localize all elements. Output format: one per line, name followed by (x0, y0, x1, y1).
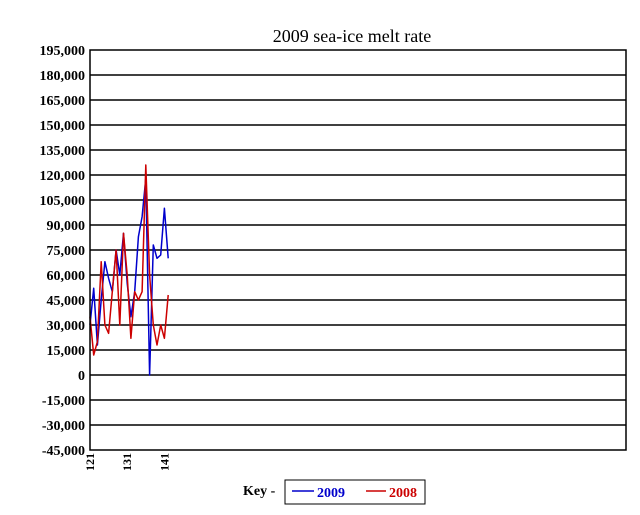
y-tick-label: 30,000 (47, 319, 86, 334)
y-tick-label: 0 (78, 369, 85, 384)
y-axis-tick-labels: 195,000 180,000 165,000 150,000 135,000 120,0… (40, 44, 86, 459)
y-tick-label: 15,000 (47, 344, 86, 359)
y-tick-label: 105,000 (40, 194, 86, 209)
series-line-2008 (89, 164, 169, 356)
x-tick-label: 121 (83, 453, 97, 471)
legend: Key - 2009 2008 (243, 479, 426, 505)
chart-title: 2009 sea-ice melt rate (273, 26, 431, 46)
x-tick-label: 131 (120, 453, 134, 471)
legend-label-2009: 2009 (317, 486, 345, 501)
x-tick-label: 141 (157, 453, 171, 471)
y-tick-label: 45,000 (47, 294, 86, 309)
y-tick-label: 120,000 (40, 169, 86, 184)
gridlines (90, 74, 626, 426)
legend-box (284, 479, 426, 505)
y-tick-label: 165,000 (40, 94, 86, 109)
y-tick-label: -45,000 (42, 444, 85, 459)
y-tick-label: -30,000 (42, 419, 85, 434)
legend-label-2008: 2008 (389, 486, 417, 501)
series-lines (89, 164, 169, 376)
y-tick-label: 75,000 (47, 244, 86, 259)
y-tick-label: 135,000 (40, 144, 86, 159)
y-tick-label: -15,000 (42, 394, 85, 409)
y-tick-label: 60,000 (47, 269, 86, 284)
x-axis-tick-labels: 121 131 141 (83, 453, 171, 471)
plot-area-frame (89, 49, 627, 451)
y-tick-label: 150,000 (40, 119, 86, 134)
y-tick-label: 90,000 (47, 219, 86, 234)
y-tick-label: 180,000 (40, 69, 86, 84)
legend-prefix: Key - (243, 484, 276, 499)
y-tick-label: 195,000 (40, 44, 86, 59)
